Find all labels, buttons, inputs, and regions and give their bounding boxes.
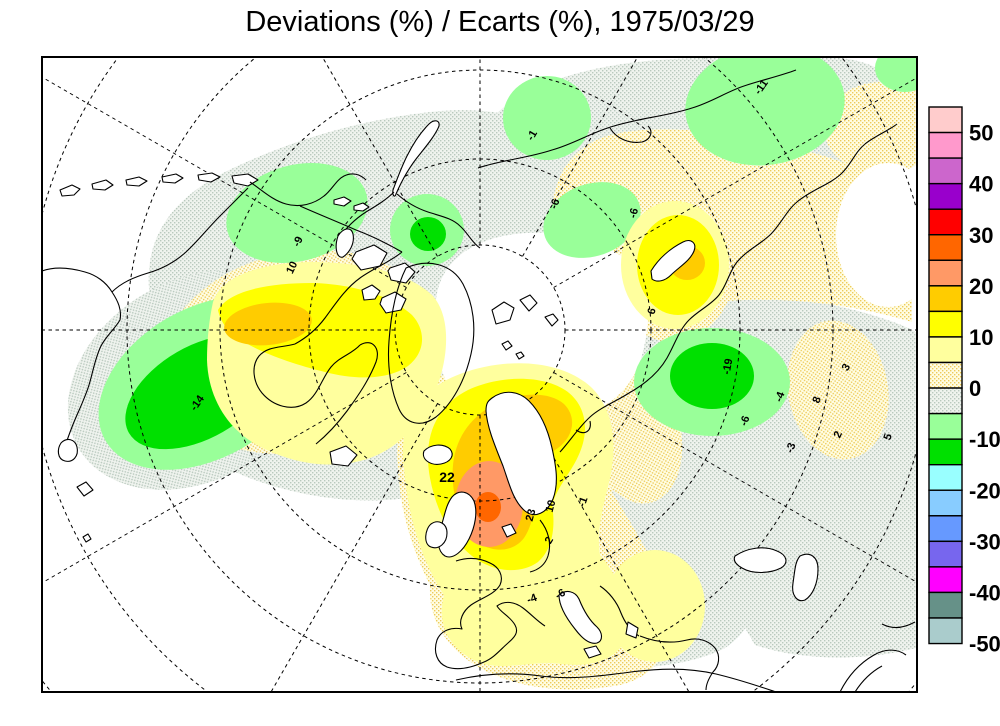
colorbar-cell — [928, 310, 963, 338]
colorbar-tick-label: 50 — [969, 121, 993, 146]
graticule-meridian — [270, 403, 438, 692]
graticule-meridian — [321, 57, 438, 257]
graticule-meridian — [553, 372, 917, 583]
colorbar-cell — [928, 489, 963, 517]
colorbar-tick-label: -40 — [969, 580, 1000, 605]
contour-label: 8 — [810, 395, 823, 405]
coastline-greenland — [387, 262, 475, 424]
contour-label: 6 — [646, 307, 659, 316]
contour-label: -9 — [291, 235, 306, 249]
coastline-italy — [558, 590, 603, 644]
colorbar-cell — [928, 387, 963, 415]
colorbar-tick-label: -20 — [969, 478, 1000, 503]
colorbar-cell — [928, 336, 963, 364]
colorbar-cell — [928, 131, 963, 159]
coastline-chukotka — [477, 69, 797, 169]
colorbar-cell — [928, 208, 963, 236]
coastline-scandinavia — [485, 391, 557, 516]
graticule-meridian — [553, 77, 917, 288]
contour-label: -6 — [627, 207, 641, 220]
coastline-novaya-zemlya — [650, 240, 696, 282]
colorbar-tick-label: -50 — [969, 632, 1000, 657]
graticule-meridian — [522, 57, 639, 257]
colorbar-cell — [928, 285, 963, 313]
coastline-ireland — [425, 521, 448, 549]
contour-label: 2 — [543, 535, 556, 546]
coastline-red-sea — [839, 649, 907, 692]
colorbar-cell — [928, 617, 963, 645]
coastline-hudson-bay — [294, 251, 403, 345]
colorbar-cell — [928, 412, 963, 440]
contour-label: 2 — [832, 429, 845, 440]
colorbar-tick-label: 20 — [969, 274, 993, 299]
contour-label: 23 — [524, 508, 539, 523]
coastline-iceland — [422, 444, 453, 465]
contour-label: -6 — [548, 197, 563, 210]
contour-label: -6 — [738, 414, 753, 427]
colorbar-cell — [928, 515, 963, 543]
colorbar-tick-label: 10 — [969, 325, 993, 350]
colorbar-cell — [928, 438, 963, 466]
colorbar-tick-label: -10 — [969, 427, 1000, 452]
colorbar-cell — [928, 106, 963, 134]
contour-label: -19 — [721, 358, 736, 376]
coastline-siberia — [628, 123, 898, 394]
coastlines — [42, 69, 916, 692]
colorbar-cell — [928, 234, 963, 261]
coastline-france-iberia — [434, 558, 546, 670]
colorbar-cell — [928, 157, 963, 185]
coastline-caspian-sea — [792, 553, 819, 602]
colorbar-cell — [928, 566, 963, 594]
colorbar-cell — [928, 361, 963, 389]
map-frame — [41, 56, 918, 693]
colorbar-tick-label: -30 — [969, 529, 1000, 554]
coastline-kamchatka — [392, 120, 440, 197]
coastline-aleutians — [59, 184, 81, 197]
colorbar-cell — [928, 464, 963, 491]
graticule-meridian — [42, 372, 407, 584]
coastline-alaska — [249, 173, 367, 207]
anomaly-positive-anatolia — [605, 550, 705, 662]
contour-label: 10 — [284, 260, 300, 276]
contour-label: -1 — [576, 495, 591, 508]
graticule-meridian — [42, 76, 407, 288]
colorbar-legend: 50 40 30 20 10 0 -10 -20 -30 -40 -50 — [928, 106, 1000, 657]
colorbar-cell — [928, 540, 963, 568]
coastline-black-sea — [733, 547, 787, 574]
contour-label: 10 — [544, 499, 559, 514]
coastline-north-africa — [455, 668, 777, 692]
colorbar-cell — [928, 182, 963, 210]
coastline-svalbard — [491, 301, 515, 325]
figure-title: Deviations (%) / Ecarts (%), 1975/03/29 — [245, 6, 755, 38]
graticule-meridian — [522, 403, 690, 692]
colorbar-cell — [928, 259, 963, 287]
contour-label: -3 — [784, 441, 799, 454]
colorbar-cell — [928, 591, 963, 619]
contour-label: 22 — [439, 469, 455, 485]
contour-label: 5 — [881, 432, 894, 442]
contour-label: 3 — [840, 362, 853, 373]
colorbar-tick-label: 40 — [969, 172, 993, 197]
coastline-north-america-west — [42, 267, 122, 459]
colorbar-tick-label: 30 — [969, 223, 993, 248]
colorbar-tick-label: 0 — [969, 376, 981, 401]
